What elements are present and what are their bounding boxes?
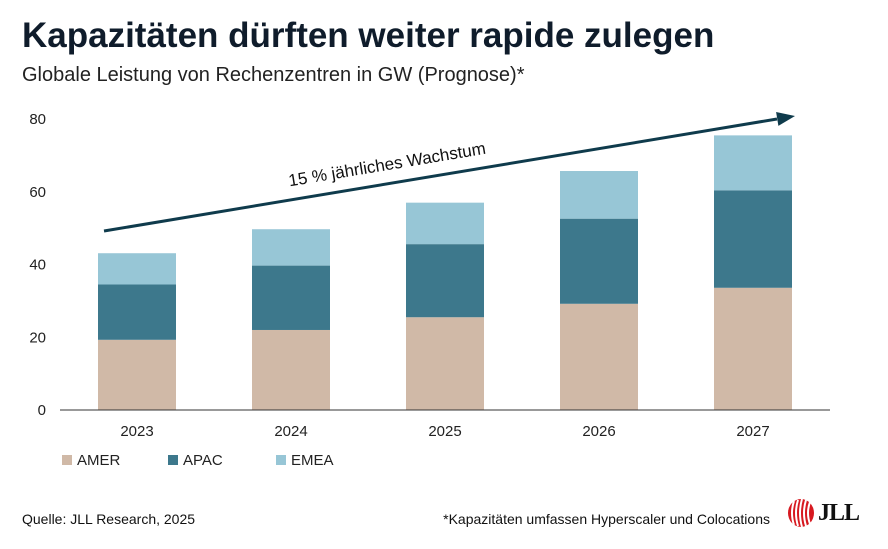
y-tick-label: 80 bbox=[29, 111, 46, 128]
bar-emea-2023 bbox=[98, 253, 176, 285]
chart-title: Kapazitäten dürften weiter rapide zulege… bbox=[22, 16, 715, 55]
chart-subtitle: Globale Leistung von Rechenzentren in GW… bbox=[22, 64, 525, 86]
bar-emea-2024 bbox=[252, 229, 330, 266]
bar-apac-2024 bbox=[252, 265, 330, 330]
x-tick-label: 2027 bbox=[736, 423, 769, 440]
x-tick-label: 2026 bbox=[582, 423, 615, 440]
legend-label-apac: APAC bbox=[183, 452, 223, 469]
bar-amer-2027 bbox=[714, 287, 792, 410]
x-tick-label: 2023 bbox=[120, 423, 153, 440]
legend-label-amer: AMER bbox=[77, 452, 121, 469]
y-tick-label: 60 bbox=[29, 184, 46, 201]
legend-swatch-emea bbox=[276, 455, 286, 465]
bar-apac-2026 bbox=[560, 218, 638, 304]
legend-swatch-amer bbox=[62, 455, 72, 465]
bar-apac-2027 bbox=[714, 190, 792, 288]
jll-logo-icon bbox=[788, 498, 814, 528]
y-tick-label: 20 bbox=[29, 329, 46, 346]
bar-emea-2027 bbox=[714, 135, 792, 191]
bar-apac-2025 bbox=[406, 244, 484, 318]
y-axis: 0 20 40 60 80 bbox=[29, 111, 46, 419]
bar-amer-2023 bbox=[98, 339, 176, 410]
legend: AMER APAC EMEA bbox=[62, 452, 334, 469]
bar-emea-2026 bbox=[560, 171, 638, 219]
bar-emea-2025 bbox=[406, 202, 484, 245]
y-tick-label: 0 bbox=[38, 402, 46, 419]
source-note: Quelle: JLL Research, 2025 bbox=[22, 511, 196, 527]
growth-arrow-line bbox=[103, 117, 778, 233]
jll-logo-text: JLL bbox=[818, 500, 860, 526]
bars bbox=[98, 135, 792, 410]
legend-label-emea: EMEA bbox=[291, 452, 334, 469]
x-tick-label: 2024 bbox=[274, 423, 307, 440]
bar-amer-2024 bbox=[252, 329, 330, 410]
x-tick-label: 2025 bbox=[428, 423, 461, 440]
bar-amer-2026 bbox=[560, 303, 638, 410]
bar-amer-2025 bbox=[406, 317, 484, 410]
bar-apac-2023 bbox=[98, 284, 176, 340]
growth-arrow-head-icon bbox=[776, 112, 795, 126]
jll-logo-mark bbox=[788, 498, 814, 528]
y-tick-label: 40 bbox=[29, 257, 46, 274]
x-axis: 2023 2024 2025 2026 2027 bbox=[120, 423, 769, 440]
legend-swatch-apac bbox=[168, 455, 178, 465]
footnote: *Kapazitäten umfassen Hyperscaler und Co… bbox=[443, 511, 770, 527]
